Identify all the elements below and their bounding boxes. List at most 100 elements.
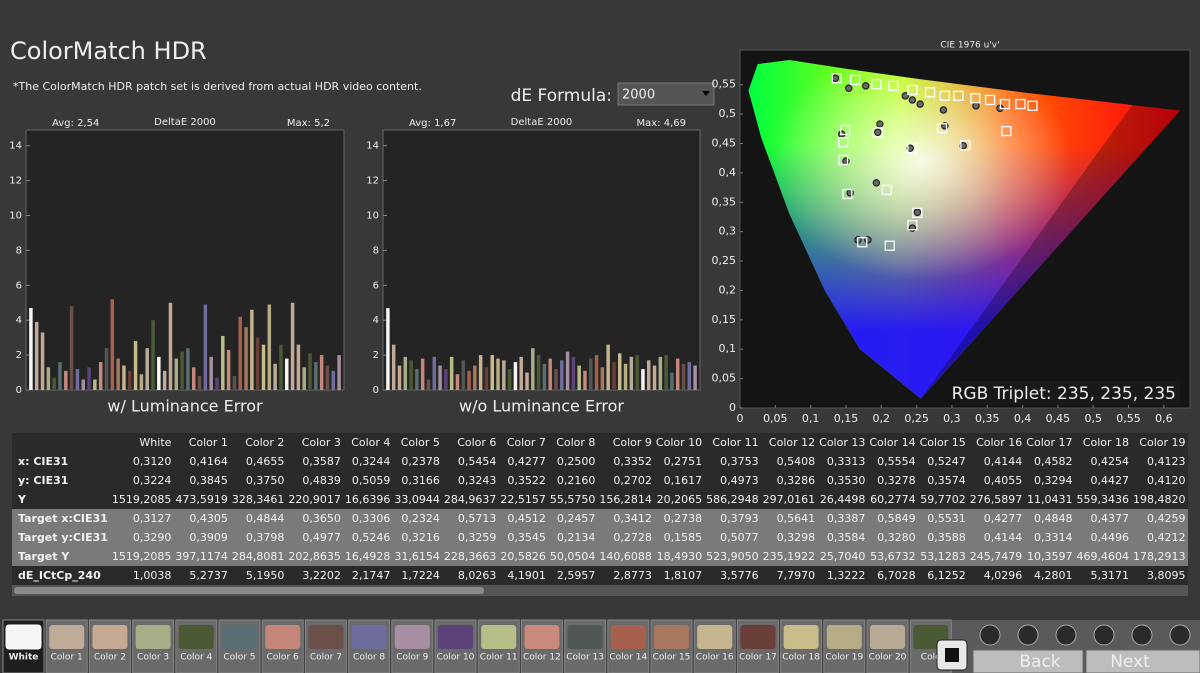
- swatch: [351, 625, 387, 649]
- cell: 0,2702: [613, 474, 652, 487]
- swatch-label: Color 1: [51, 653, 83, 663]
- cell: 0,2500: [556, 455, 596, 468]
- bar: [652, 365, 657, 390]
- cell: 559,3436: [1076, 493, 1130, 506]
- control-icon[interactable]: [1131, 624, 1153, 646]
- cell: 0,5408: [776, 455, 816, 468]
- y-tick-label: 0,35: [712, 195, 737, 208]
- cell: 59,7702: [920, 493, 966, 506]
- bar: [81, 379, 85, 390]
- column-header: Color 4: [344, 433, 395, 452]
- target-point: [907, 143, 918, 154]
- bar: [87, 367, 91, 390]
- scrollbar[interactable]: [12, 585, 1188, 596]
- target-point: [953, 90, 964, 102]
- cell: 397,1174: [175, 547, 232, 566]
- back-button[interactable]: [972, 649, 1084, 673]
- target-point: [924, 87, 936, 98]
- bar: [34, 321, 39, 390]
- cell: 1,8107: [663, 569, 703, 582]
- cell: 4,2801: [1034, 569, 1073, 582]
- swatch: [826, 625, 862, 649]
- cell: 0,2457: [549, 509, 600, 528]
- data-table-wrap: White Color 1 Color 2 Color 3 Color 4 Color 5…: [12, 433, 1188, 585]
- cell: 0,4259: [1133, 509, 1188, 528]
- row-label: Target y:CIE31: [12, 528, 112, 547]
- bar: [577, 365, 581, 390]
- formula-select[interactable]: [617, 82, 715, 106]
- cell: 0,5713: [443, 509, 501, 528]
- cell: 4,1901: [507, 569, 546, 582]
- cell: 16,4928: [344, 547, 395, 566]
- chart-subtitle: DeltaE 2000: [511, 117, 573, 128]
- y-tick-label: 10: [9, 211, 22, 222]
- cell: 0,4839: [302, 474, 341, 487]
- control-icon[interactable]: [1093, 624, 1115, 646]
- measured-point: [876, 120, 884, 128]
- swatch: [135, 625, 171, 649]
- bar: [128, 370, 132, 390]
- bar: [314, 362, 318, 390]
- cell: 0,1585: [655, 528, 707, 547]
- x-tick-label: 0,35: [975, 412, 1000, 425]
- cell: 0,4164: [189, 455, 228, 468]
- y-tick-label: 0: [373, 385, 379, 396]
- cell: 0,4512: [500, 509, 550, 528]
- x-tick-label: 0,4: [1014, 412, 1032, 425]
- control-icon[interactable]: [1017, 624, 1039, 646]
- table-row: y: CIE31 0,3224 0,3845 0,3750 0,4839 0,5059 0,…: [12, 471, 1188, 490]
- cell: 178,2913: [1133, 547, 1188, 566]
- column-header: Color 1: [175, 433, 232, 452]
- bar: [209, 356, 213, 390]
- cell: 7,7970: [776, 569, 816, 582]
- bar: [415, 369, 419, 390]
- bar: [168, 302, 173, 390]
- control-icon[interactable]: [979, 624, 1001, 646]
- cell: 20,2065: [656, 493, 703, 506]
- bar: [386, 308, 390, 390]
- next-button[interactable]: [1085, 649, 1200, 673]
- cell: 4,0296: [983, 569, 1023, 582]
- measured-point: [862, 82, 870, 90]
- target-point: [831, 73, 842, 84]
- y-tick-label: 4: [16, 315, 22, 326]
- swatch-label: Color 9: [396, 653, 428, 663]
- column-header: Color 6: [443, 433, 501, 452]
- swatch: [92, 625, 128, 649]
- column-header: Color 10: [655, 433, 707, 452]
- bar: [244, 327, 248, 390]
- swatch-label: Color 20: [869, 653, 907, 663]
- bar: [145, 348, 149, 390]
- bar: [40, 332, 45, 390]
- cell: 0,3314: [1026, 528, 1077, 547]
- swatch-label: Color 10: [437, 653, 475, 663]
- x-tick-label: 0,2: [873, 412, 891, 425]
- bar: [675, 358, 680, 390]
- control-icon[interactable]: [1055, 624, 1077, 646]
- y-tick-label: 12: [366, 176, 379, 187]
- bar: [226, 349, 231, 390]
- cell: 2,1747: [351, 569, 391, 582]
- cell: 0,4977: [288, 528, 345, 547]
- bar: [571, 356, 576, 390]
- target-point: [1015, 98, 1026, 110]
- bar: [331, 370, 336, 390]
- cell: 0,4277: [507, 455, 546, 468]
- row-label: Target x:CIE31: [12, 509, 112, 528]
- bar: [589, 358, 593, 390]
- cell: 0,4427: [1090, 474, 1130, 487]
- bar: [664, 355, 668, 390]
- data-table: White Color 1 Color 2 Color 3 Color 4 Color 5…: [12, 433, 1188, 585]
- y-tick-label: 2: [373, 350, 379, 361]
- cell: 0,3545: [500, 528, 550, 547]
- cell: 1,7224: [401, 569, 440, 582]
- cell: 473,5919: [175, 493, 228, 506]
- scroll-thumb[interactable]: [14, 587, 484, 594]
- swatch-label: Color 8: [353, 653, 385, 663]
- cell: 16,6396: [344, 493, 391, 506]
- control-icon[interactable]: [1169, 624, 1191, 646]
- y-tick-label: 2: [16, 350, 22, 361]
- chart-panel: [382, 129, 701, 391]
- target-point: [999, 98, 1011, 110]
- cell: 0,3387: [819, 509, 870, 528]
